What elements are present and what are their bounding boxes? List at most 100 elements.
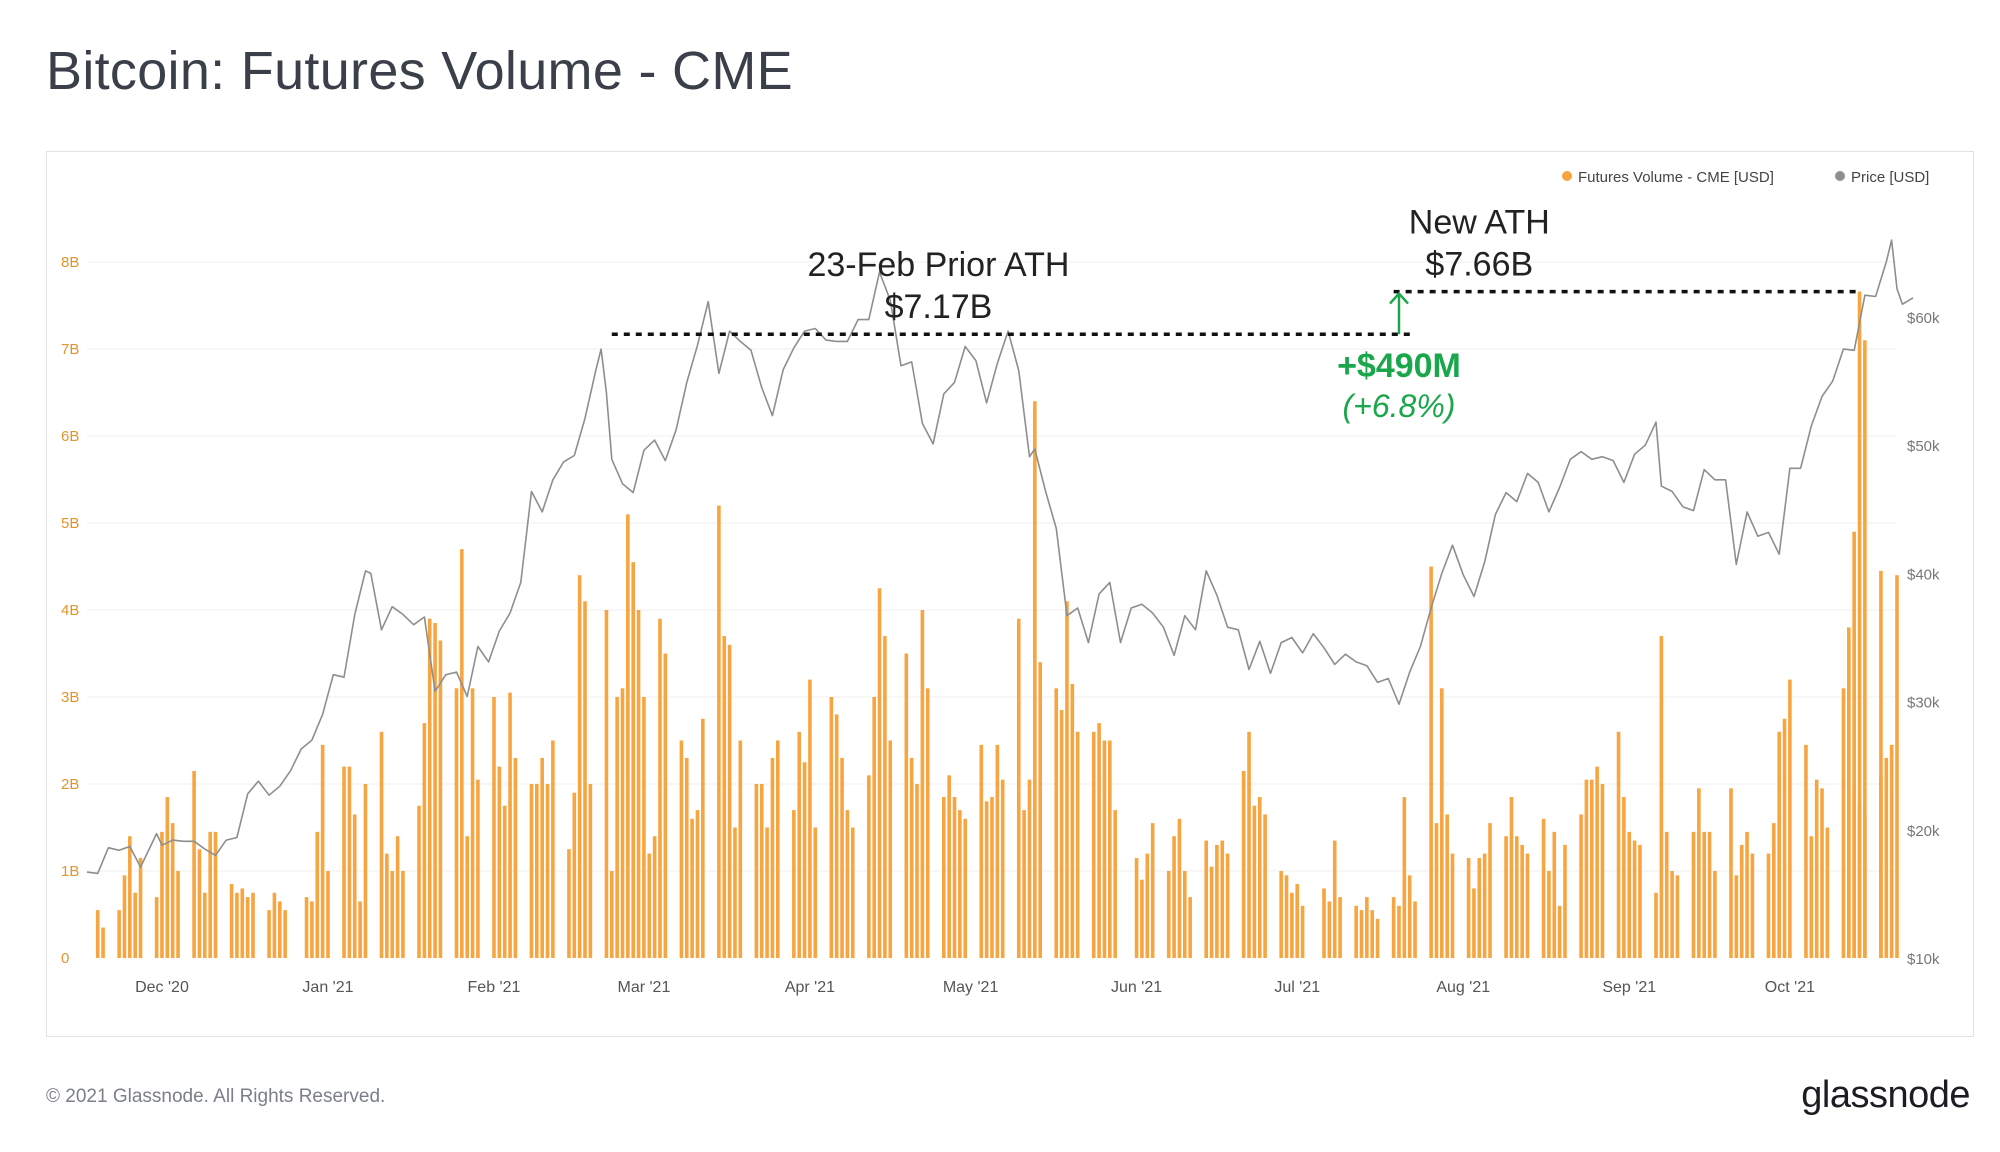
volume-bar xyxy=(1477,857,1482,958)
volume-bar xyxy=(133,892,137,958)
volume-bar xyxy=(1729,788,1733,958)
volume-bar xyxy=(1595,766,1599,958)
volume-bar xyxy=(765,827,769,958)
page-title: Bitcoin: Futures Volume - CME xyxy=(46,41,793,101)
volume-bar xyxy=(540,757,544,958)
volume-bar xyxy=(1600,784,1605,958)
volume-bar xyxy=(626,514,630,958)
volume-bar xyxy=(1734,875,1739,958)
chart-svg: 0 1B 2B 3B 4B 5B 6B 7B 8B $10k $20k $30k $40k $50k $60… xyxy=(61,169,1940,996)
volume-bar xyxy=(1091,731,1096,958)
volume-bar xyxy=(583,601,587,958)
volume-bar xyxy=(952,797,957,958)
volume-bar xyxy=(1102,740,1107,958)
volume-bar xyxy=(192,770,196,958)
legend-price-label[interactable]: Price [USD] xyxy=(1851,169,1929,186)
volume-bar xyxy=(1788,679,1792,958)
volume-bar xyxy=(395,836,400,958)
legend-volume-label[interactable]: Futures Volume - CME [USD] xyxy=(1578,169,1774,186)
volume-bar xyxy=(1016,618,1021,958)
volume-bar xyxy=(942,797,946,958)
volume-bar xyxy=(947,775,951,958)
volume-bar xyxy=(1279,871,1283,958)
volume-bar xyxy=(1863,340,1867,958)
legend[interactable]: Futures Volume - CME [USD] Price [USD] xyxy=(1562,169,1929,186)
volume-bar xyxy=(727,644,732,958)
volume-bar xyxy=(1140,879,1144,958)
y-left-tick-label: 0 xyxy=(61,950,69,967)
volume-bar xyxy=(1332,840,1337,958)
volume-bar xyxy=(925,688,930,958)
volume-bar xyxy=(315,831,320,958)
gain-arrow-head-icon xyxy=(1389,291,1409,305)
volume-bar xyxy=(1054,688,1059,958)
volume-bar xyxy=(1413,901,1417,958)
volume-bar xyxy=(1632,840,1637,958)
volume-bar xyxy=(867,775,871,958)
volume-bar xyxy=(1257,797,1262,958)
volume-bar xyxy=(154,897,159,958)
volume-bar xyxy=(508,692,512,958)
volume-bar xyxy=(465,836,470,958)
volume-bar xyxy=(1241,770,1246,958)
volume-bar xyxy=(470,688,475,958)
volume-bar xyxy=(1145,853,1150,958)
volume-bar xyxy=(304,897,309,958)
volume-bar xyxy=(1547,871,1551,958)
volume-bar xyxy=(1777,731,1781,958)
y-right-tick-label: $60k xyxy=(1907,310,1940,327)
volume-bar xyxy=(1209,866,1214,958)
volume-bar xyxy=(427,618,432,958)
volume-bar xyxy=(342,766,346,958)
volume-bar xyxy=(1022,810,1026,958)
volume-bar xyxy=(513,757,518,958)
volume-bar xyxy=(1445,814,1449,958)
volume-bar xyxy=(229,884,234,958)
volume-bar xyxy=(1616,731,1621,958)
volume-bar xyxy=(1841,688,1846,958)
x-tick-label: Jun '21 xyxy=(1111,979,1162,996)
volume-bar xyxy=(1065,601,1069,958)
volume-bar xyxy=(717,505,721,958)
volume-bar xyxy=(883,636,887,958)
volume-bar xyxy=(770,757,775,958)
volume-bar xyxy=(379,731,384,958)
volume-bar xyxy=(1814,779,1819,958)
volume-bar xyxy=(1772,823,1776,958)
volume-bar xyxy=(417,805,421,958)
y-right-tick-label: $50k xyxy=(1907,438,1940,455)
volume-bar xyxy=(358,901,362,958)
y-right-tick-label: $30k xyxy=(1907,695,1940,712)
volume-bar xyxy=(385,853,389,958)
volume-bar xyxy=(1450,853,1455,958)
volume-bar xyxy=(888,740,893,958)
volume-bar xyxy=(197,849,202,958)
volume-bar xyxy=(1697,788,1701,958)
volume-bar xyxy=(834,714,839,958)
volume-bar xyxy=(1215,844,1219,958)
volume-bar xyxy=(577,575,582,958)
x-tick-label: Jan '21 xyxy=(302,979,353,996)
volume-bar xyxy=(438,640,443,958)
volume-bar xyxy=(251,892,255,958)
volume-bar xyxy=(759,784,764,958)
volume-bar xyxy=(1739,844,1744,958)
volume-bar xyxy=(1857,291,1862,958)
volume-bar xyxy=(1407,875,1412,958)
volume-bar xyxy=(909,757,914,958)
volume-bar xyxy=(984,801,989,958)
volume-bar xyxy=(1391,897,1396,958)
volume-bar xyxy=(1745,831,1749,958)
volume-bar xyxy=(1429,566,1433,958)
volume-bar xyxy=(652,836,657,958)
x-tick-label: Jul '21 xyxy=(1274,979,1320,996)
volume-bar xyxy=(535,784,539,958)
volume-bar xyxy=(1541,818,1546,958)
volume-bar xyxy=(572,792,577,958)
volume-bar xyxy=(1365,897,1369,958)
prior-ath-value: $7.17B xyxy=(885,288,993,326)
price-line xyxy=(86,239,1914,875)
annotation-layer: 23-Feb Prior ATH $7.17B New ATH $7.66B +$490… xyxy=(611,204,1860,424)
volume-bar xyxy=(1557,905,1562,958)
grid-layer xyxy=(87,261,1897,872)
